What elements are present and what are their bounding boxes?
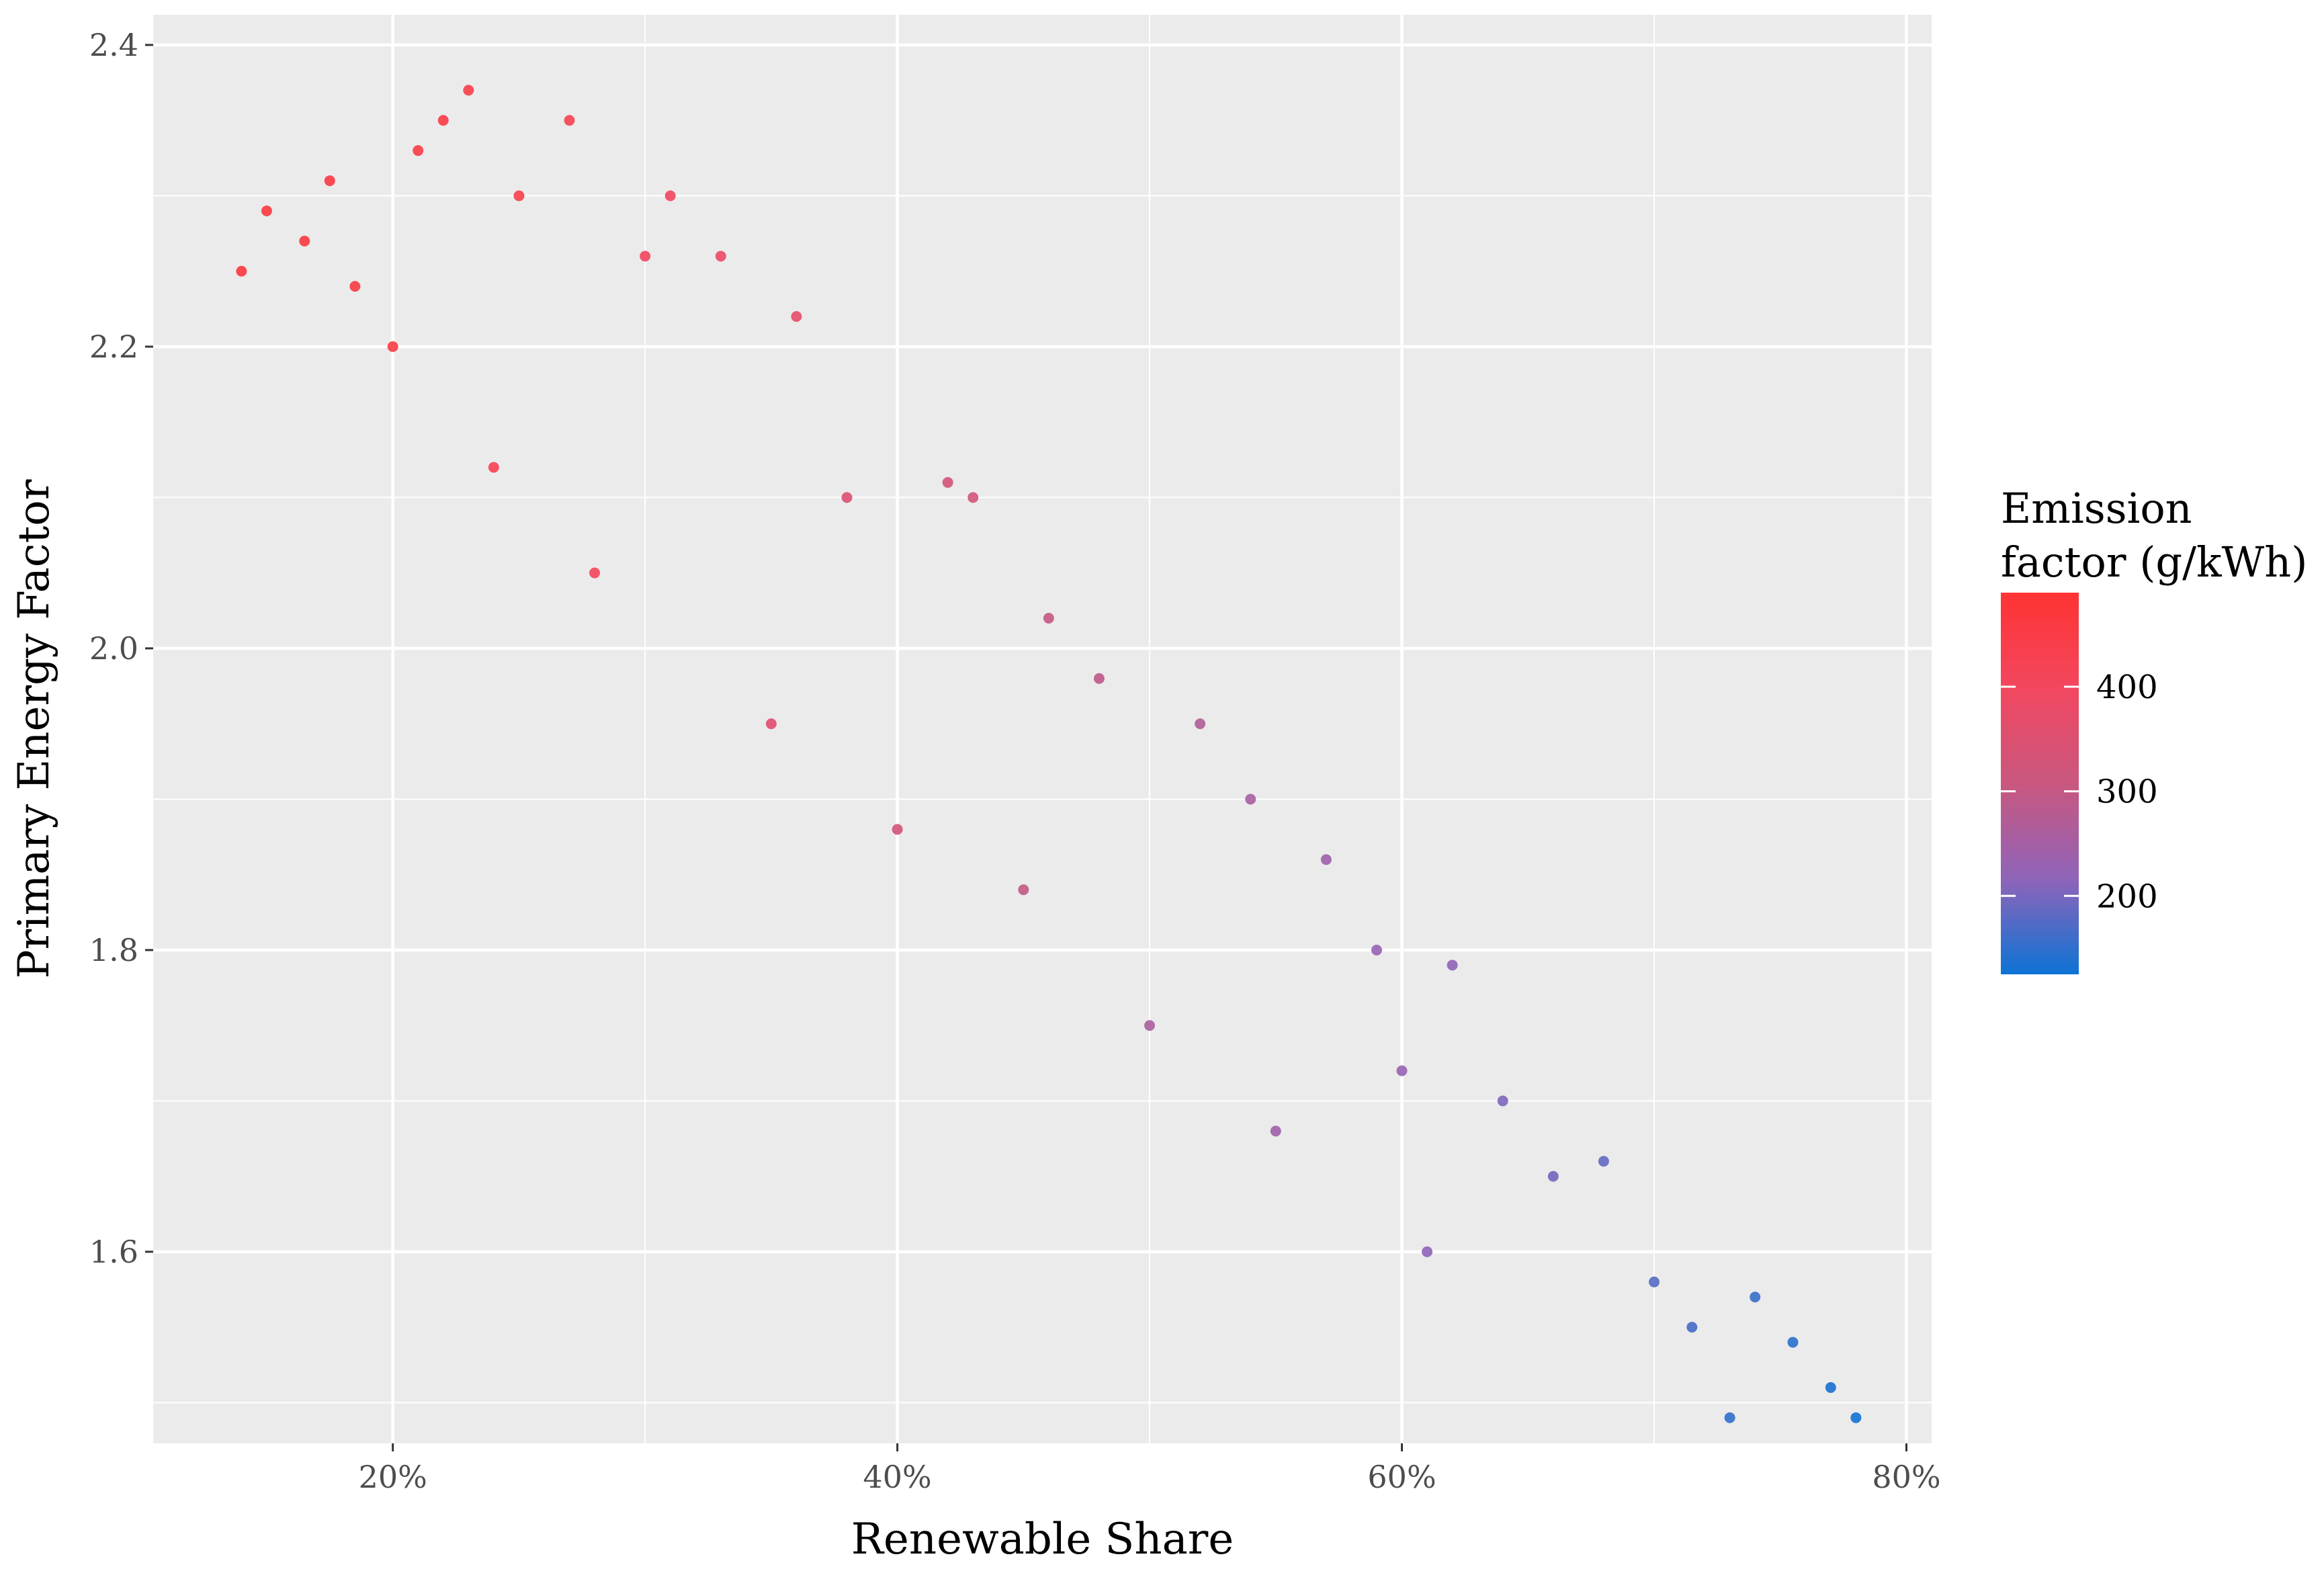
scatter-points (236, 85, 1862, 1423)
scatter-point (1686, 1322, 1698, 1333)
legend-tick-label: 400 (2096, 669, 2158, 706)
y-tick-label: 1.6 (89, 1234, 138, 1270)
scatter-point (1547, 1171, 1559, 1182)
scatter-point (892, 824, 903, 835)
legend-tick-label: 200 (2096, 878, 2158, 915)
scatter-point (1018, 884, 1029, 896)
y-axis-ticks: 1.6 1.8 2.0 2.2 2.4 (89, 27, 153, 1270)
scatter-point (1245, 794, 1256, 805)
x-tick-label: 40% (863, 1459, 931, 1495)
plot-panel (153, 15, 1932, 1443)
color-legend: Emission factor (g/kWh) 200 300 400 (2001, 484, 2307, 974)
scatter-point (488, 462, 499, 473)
scatter-point (765, 718, 777, 730)
scatter-point (1043, 612, 1054, 624)
scatter-point (387, 341, 398, 352)
scatter-point (564, 115, 575, 126)
scatter-point (967, 492, 979, 503)
scatter-point (1787, 1337, 1799, 1348)
scatter-point (1144, 1020, 1156, 1031)
scatter-point (324, 175, 335, 186)
scatter-point (413, 145, 424, 157)
scatter-point (942, 476, 953, 488)
scatter-point (664, 190, 676, 202)
scatter-point (1093, 673, 1105, 684)
scatter-point (715, 251, 726, 262)
y-tick-label: 2.0 (89, 630, 138, 667)
grid-minor (153, 15, 1932, 1443)
legend-title-line-2: factor (g/kWh) (2001, 538, 2307, 587)
y-axis-title: Primary Energy Factor (9, 479, 59, 978)
scatter-point (1447, 960, 1458, 971)
scatter-point (1850, 1412, 1862, 1423)
scatter-point (1195, 718, 1206, 730)
x-axis-ticks: 20% 40% 60% 80% (359, 1443, 1941, 1495)
x-tick-label: 20% (359, 1459, 427, 1495)
scatter-point (1825, 1382, 1836, 1393)
legend-colorbar (2001, 593, 2079, 974)
scatter-point (1497, 1095, 1508, 1107)
y-tick-label: 2.2 (89, 329, 138, 365)
legend-title-line-1: Emission (2001, 484, 2192, 533)
legend-ticks: 200 300 400 (2001, 669, 2158, 915)
scatter-point (640, 251, 651, 262)
scatter-point (1724, 1412, 1735, 1423)
x-axis-title: Renewable Share (851, 1515, 1234, 1564)
scatter-point (1270, 1126, 1281, 1137)
y-tick-label: 2.4 (89, 27, 138, 63)
scatter-point (1320, 854, 1332, 865)
grid-major (153, 15, 1932, 1443)
scatter-point (349, 281, 361, 292)
legend-tick-label: 300 (2096, 773, 2158, 811)
scatter-point (841, 492, 853, 503)
scatter-point (261, 205, 272, 216)
scatter-point (589, 567, 601, 579)
scatter-point (1371, 944, 1382, 956)
scatter-point (463, 85, 474, 96)
scatter-point (299, 235, 310, 247)
scatter-point (437, 115, 449, 126)
x-tick-label: 60% (1367, 1459, 1436, 1495)
scatter-point (1750, 1291, 1761, 1303)
scatter-point (236, 265, 247, 277)
scatter-point (513, 190, 525, 202)
scatter-point (791, 310, 802, 322)
scatter-point (1648, 1276, 1660, 1287)
x-tick-label: 80% (1872, 1459, 1940, 1495)
scatter-point (1422, 1246, 1433, 1257)
y-tick-label: 1.8 (89, 932, 138, 968)
scatter-point (1598, 1156, 1609, 1167)
scatter-point (1396, 1065, 1408, 1076)
